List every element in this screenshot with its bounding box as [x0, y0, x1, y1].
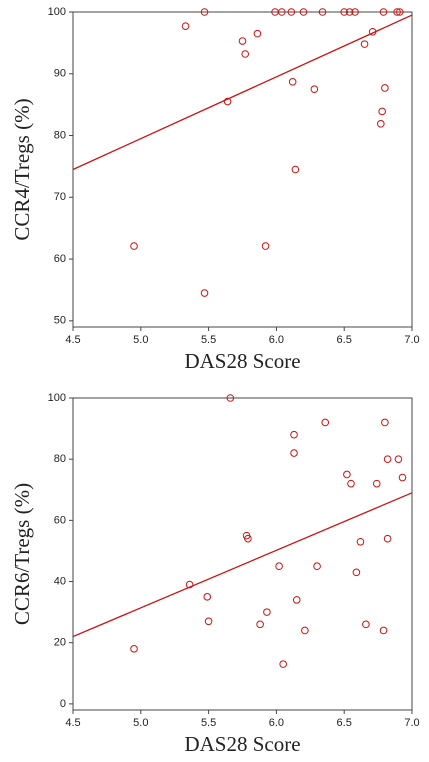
data-point	[321, 418, 330, 427]
data-point	[362, 620, 370, 629]
data-point	[383, 455, 392, 463]
data-point	[291, 165, 300, 174]
y-tick-label: 100	[48, 392, 66, 404]
data-point	[299, 8, 308, 16]
data-point	[377, 119, 385, 128]
data-point	[379, 626, 388, 635]
data-point	[263, 608, 271, 616]
data-point	[287, 8, 296, 16]
data-point	[279, 660, 287, 668]
plot-frame	[72, 397, 413, 711]
data-point	[352, 568, 361, 577]
data-point	[340, 8, 349, 16]
data-point	[290, 430, 298, 439]
data-point	[398, 473, 407, 482]
data-point	[244, 534, 252, 543]
data-point	[261, 242, 270, 250]
data-point	[393, 8, 401, 16]
data-point	[379, 8, 388, 16]
data-point	[200, 289, 209, 297]
x-tick-label: 5.0	[133, 334, 148, 346]
y-tick-label: 80	[54, 129, 66, 141]
data-point	[301, 626, 309, 635]
x-tick-label: 5.5	[201, 717, 216, 729]
data-point	[185, 580, 194, 589]
y-tick-label: 100	[48, 6, 66, 18]
y-tick-label: 60	[54, 253, 66, 265]
data-point	[351, 8, 359, 16]
x-tick-label: 6.0	[269, 334, 284, 346]
x-axis-title: DAS28 Score	[184, 349, 300, 373]
data-point	[130, 645, 138, 653]
data-point	[226, 394, 235, 402]
data-point	[290, 449, 298, 457]
y-tick-label: 80	[54, 453, 66, 465]
data-point	[360, 40, 369, 48]
data-point	[256, 620, 264, 629]
data-point	[347, 479, 355, 488]
data-point	[288, 77, 297, 86]
data-point	[203, 593, 212, 601]
y-tick-label: 70	[54, 191, 66, 203]
data-point	[204, 617, 213, 626]
y-tick-label: 40	[54, 575, 66, 587]
x-tick-label: 7.0	[404, 717, 419, 729]
y-tick-label: 20	[54, 637, 66, 649]
y-axis-title: CCR4/Tregs (%)	[10, 98, 34, 240]
data-point	[368, 27, 377, 36]
data-point	[372, 479, 381, 488]
x-tick-label: 6.5	[337, 717, 352, 729]
plot-frame	[72, 11, 413, 328]
x-tick-label: 6.5	[337, 334, 352, 346]
y-tick-label: 60	[54, 514, 66, 526]
data-point	[318, 8, 327, 16]
data-point	[343, 470, 351, 479]
x-tick-label: 7.0	[404, 334, 419, 346]
trendline	[72, 492, 413, 638]
y-tick-label: 0	[60, 698, 66, 710]
data-point	[275, 562, 283, 571]
data-point	[394, 455, 403, 463]
data-point	[253, 29, 262, 38]
x-tick-label: 5.0	[133, 717, 148, 729]
data-point	[292, 596, 301, 604]
data-point	[130, 242, 138, 250]
y-tick-label: 50	[54, 315, 66, 327]
data-point	[345, 8, 354, 16]
trendline	[72, 14, 413, 171]
data-point	[310, 85, 319, 94]
data-point	[200, 8, 209, 16]
data-point	[241, 50, 250, 58]
data-point	[381, 418, 389, 427]
x-tick-label: 6.0	[269, 717, 284, 729]
data-point	[395, 8, 404, 16]
data-point	[356, 537, 365, 546]
x-tick-label: 4.5	[65, 334, 80, 346]
x-tick-label: 5.5	[201, 334, 216, 346]
data-point	[383, 534, 392, 543]
y-tick-label: 90	[54, 68, 66, 80]
y-axis-title: CCR6/Tregs (%)	[10, 483, 34, 625]
data-point	[223, 97, 232, 106]
data-point	[313, 562, 321, 571]
data-point	[238, 37, 247, 45]
data-point	[181, 22, 190, 31]
data-point	[278, 8, 286, 16]
data-point	[381, 84, 389, 92]
data-point	[378, 107, 386, 116]
x-tick-label: 4.5	[65, 717, 80, 729]
x-axis-title: DAS28 Score	[184, 732, 300, 756]
